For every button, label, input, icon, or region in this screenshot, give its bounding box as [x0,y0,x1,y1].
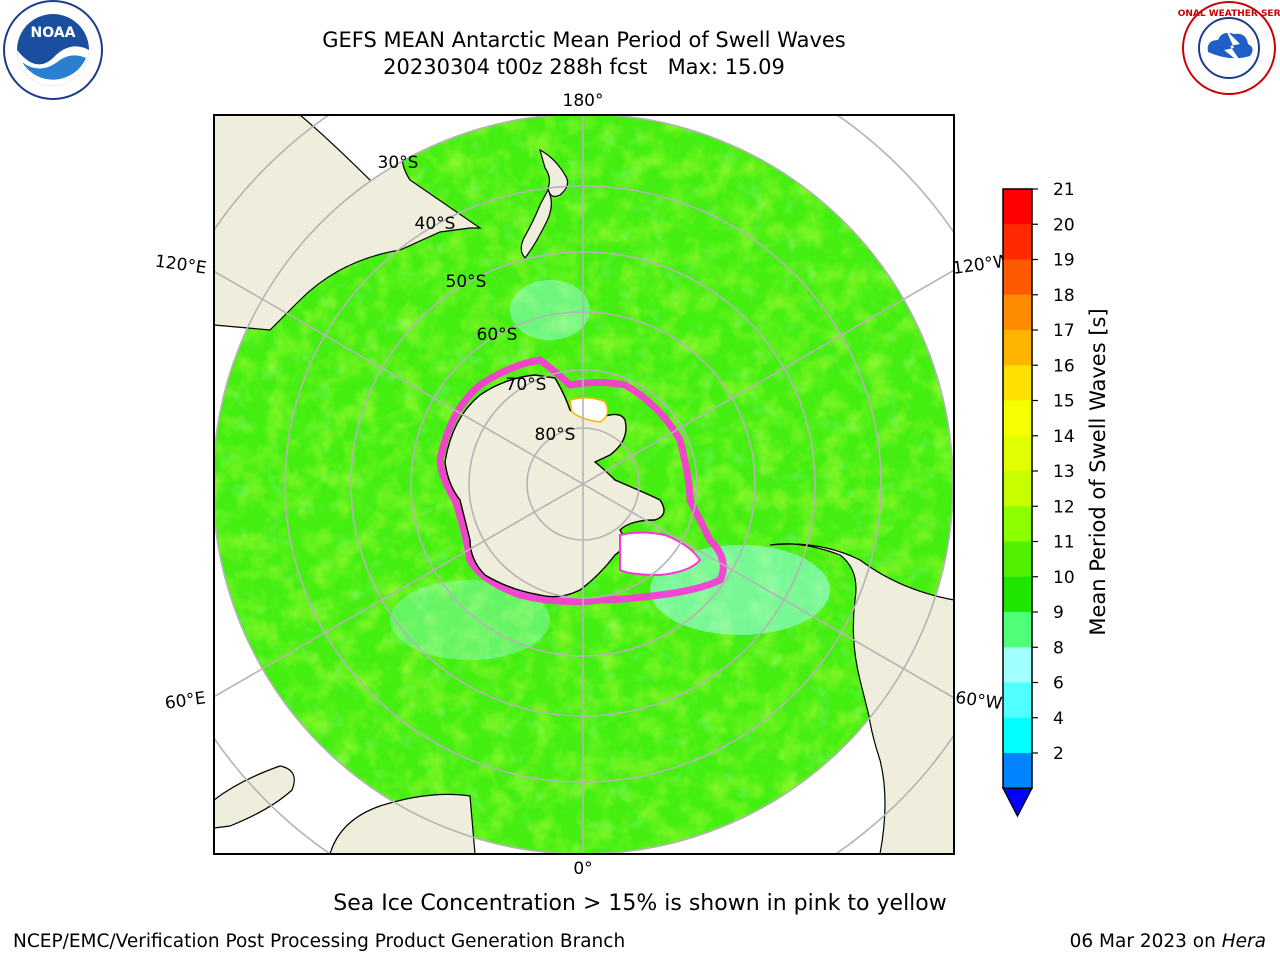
new-zealand-north [539,148,569,198]
sea-ice-edge [436,356,727,606]
colorbar-tick-label: 9 [1053,603,1064,623]
lon-label: 0° [573,859,592,879]
noaa-logo: NOAA [3,0,103,100]
lat-label: 50°S [446,272,487,292]
colorbar-tick-label: 11 [1053,533,1075,553]
graticule [214,115,954,854]
colorbar-tick-label: 6 [1053,674,1064,694]
colorbar-segment [1003,259,1032,296]
colorbar-segment [1003,541,1032,578]
nws-logo-text: NATIONAL WEATHER SERVICE [1178,9,1280,19]
colorbar-segment [1003,612,1032,648]
colorbar-tick-label: 10 [1053,568,1075,588]
colorbar-tick-label: 21 [1053,180,1075,200]
colorbar-tick-label: 18 [1053,286,1075,306]
colorbar-segment [1003,224,1032,260]
colorbar-tick-label: 12 [1053,497,1075,517]
colorbar-ticks: 21 20 19 18 17 16 15 14 13 12 11 10 9 8 6 4 2 [1032,180,1075,764]
credit-line: NCEP/EMC/Verification Post Processing Pr… [13,931,626,952]
colorbar-extend-arrow [1002,787,1033,818]
new-zealand-south [520,188,552,259]
colorbar [1002,188,1033,818]
chart-subtitle: 20230304 t00z 288h fcst Max: 15.09 [383,55,785,79]
colorbar-label: Mean Period of Swell Waves [s] [1086,308,1110,635]
colorbar-tick-label: 15 [1053,392,1075,412]
colorbar-segment [1003,365,1032,401]
colorbar-tick-label: 4 [1053,709,1064,729]
colorbar-segment [1003,682,1032,719]
antarctica-landmass [444,374,665,598]
date-text: 06 Mar 2023 on [1069,931,1216,952]
colorbar-segment [1003,400,1032,437]
colorbar-segment [1003,576,1032,613]
colorbar-tick-label: 13 [1053,462,1075,482]
colorbar-segment [1003,330,1032,366]
machine-name: Hera [1221,931,1266,952]
colorbar-tick-label: 16 [1053,356,1075,376]
colorbar-segment [1003,506,1032,542]
colorbar-segment [1003,647,1032,683]
noaa-logo-text: NOAA [31,25,76,41]
colorbar-segment [1003,717,1032,754]
colorbar-outline [1002,188,1033,789]
lat-label: 30°S [378,153,419,173]
date-stamp: 06 Mar 2023 on Hera [1070,931,1266,952]
lat-label: 60°S [477,325,518,345]
colorbar-tick-label: 2 [1053,744,1064,764]
colorbar-tick-label: 19 [1053,251,1075,271]
colorbar-tick-label: 14 [1053,427,1075,447]
lat-label: 70°S [506,375,547,395]
madagascar-landmass [214,765,295,829]
colorbar-tick-label: 8 [1053,638,1064,658]
colorbar-tick-label: 20 [1053,215,1075,235]
lat-label: 40°S [415,214,456,234]
colorbar-segment [1003,435,1032,472]
sea-ice-note: Sea Ice Concentration > 15% is shown in … [333,891,947,916]
lon-label: 60°E [164,688,207,713]
colorbar-segment [1003,294,1032,331]
colorbar-tick-label: 17 [1053,321,1075,341]
colorbar-segment [1003,753,1032,789]
lat-label: 80°S [535,425,576,445]
colorbar-segment [1003,471,1032,507]
map-frame [213,114,955,855]
lon-label: 60°W [954,688,1003,714]
nws-logo: NATIONAL WEATHER SERVICE [1178,1,1280,95]
colorbar-segment [1003,189,1032,225]
lon-label: 120°E [154,252,208,279]
chart-title: GEFS MEAN Antarctic Mean Period of Swell… [322,28,846,52]
ross-ice-shelf [569,397,609,423]
lon-label: 180° [563,91,604,111]
